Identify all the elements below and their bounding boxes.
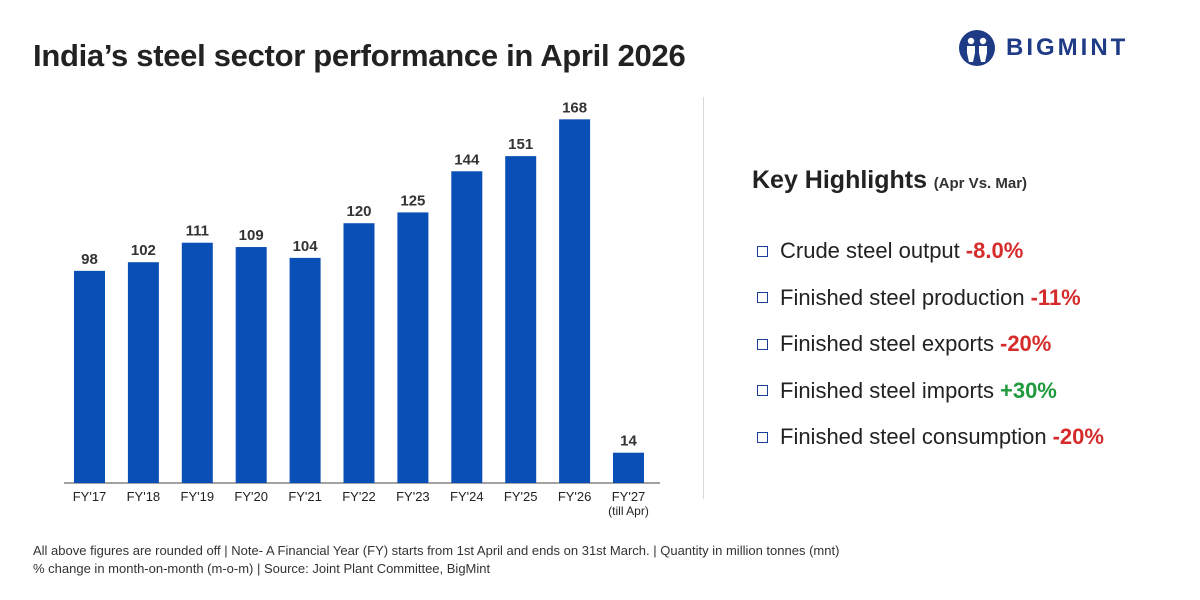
highlight-label: Finished steel consumption [780,424,1047,450]
data-label-fy17: 98 [81,251,98,268]
highlight-item-finished-steel-consumption: Finished steel consumption -20% [757,414,1104,461]
value-labels-group: 98 102 111 109 104 120 125 144 151 168 14 [81,99,637,449]
bar-fy23 [397,212,429,484]
bar-fy24 [451,171,483,483]
bigmint-logo-icon [959,30,995,66]
square-bullet-icon [757,292,768,304]
highlight-value: -20% [1000,331,1052,357]
data-label-fy19: 111 [186,223,209,240]
highlight-label: Finished steel production [780,284,1025,310]
square-bullet-icon [757,245,768,257]
bar-fy27 [613,452,644,483]
highlight-item-finished-steel-production: Finished steel production -11% [757,275,1104,322]
bar-fy18 [127,262,159,483]
bars-group [74,119,644,484]
square-bullet-icon [757,338,768,350]
x-tick-label-fy21: FY'21 [288,489,322,504]
highlight-label: Finished steel exports [780,331,994,357]
key-highlights-heading: Key Highlights (Apr Vs. Mar) [752,166,1027,195]
highlight-value: +30% [999,377,1057,403]
highlight-item-finished-steel-exports: Finished steel exports -20% [757,321,1104,368]
highlight-label: Finished steel imports [780,377,994,403]
data-label-fy23: 125 [400,192,425,209]
highlight-value: -20% [1052,424,1104,450]
footer-note-line-1: All above figures are rounded off | Note… [33,543,840,558]
square-bullet-icon [757,385,768,397]
x-tick-label-fy20: FY'20 [234,489,268,504]
bar-fy25 [505,156,537,484]
x-tick-labels-group: FY'17 FY'18 FY'19 FY'20 FY'21 FY'22 FY'23 FY'24… [73,489,649,518]
data-label-fy21: 104 [293,238,319,255]
data-label-fy27: 14 [620,433,637,450]
x-tick-label-fy19: FY'19 [181,489,215,504]
data-label-fy24: 144 [454,151,480,168]
square-bullet-icon [757,431,768,443]
bar-fy19 [181,242,213,483]
key-highlights-title: Key Highlights [752,166,928,194]
highlights-list: Crude steel output -8.0% Finished steel … [757,228,1104,461]
highlight-item-crude-steel-output: Crude steel output -8.0% [757,228,1104,275]
bar-fy26 [559,119,591,484]
data-label-fy26: 168 [562,99,587,116]
bigmint-logo-text: BIGMINT [1006,34,1129,61]
data-label-fy20: 109 [239,227,264,244]
footer-notes: All above figures are rounded off | Note… [33,542,839,578]
highlight-item-finished-steel-imports: Finished steel imports +30% [757,368,1104,415]
bar-fy17 [74,270,105,483]
bar-fy21 [289,257,321,483]
x-tick-label-fy24: FY'24 [450,489,484,504]
x-tick-label-fy27: FY'27 [612,489,646,504]
x-tick-label-fy22: FY'22 [342,489,376,504]
data-label-fy25: 151 [508,136,533,153]
key-highlights-subtitle: (Apr Vs. Mar) [933,175,1028,192]
x-tick-label-fy25: FY'25 [504,489,538,504]
page-title: India’s steel sector performance in Apri… [33,38,686,73]
bar-fy20 [235,247,267,483]
data-label-fy22: 120 [346,203,371,220]
data-label-fy18: 102 [131,242,156,259]
footer-note-line-2: % change in month-on-month (m-o-m) | Sou… [33,561,491,576]
bigmint-logo[interactable]: BIGMINT [958,26,1128,70]
x-tick-label-fy23: FY'23 [396,489,430,504]
highlight-value: -8.0% [965,238,1024,264]
x-tick-sublabel-fy27: (till Apr) [608,504,649,518]
bar-fy22 [343,223,375,483]
vertical-divider [703,97,704,499]
x-tick-label-fy26: FY'26 [558,489,592,504]
highlight-value: -11% [1030,284,1081,310]
x-tick-label-fy17: FY'17 [73,489,107,504]
highlight-label: Crude steel output [780,238,960,264]
x-tick-label-fy18: FY'18 [127,489,161,504]
